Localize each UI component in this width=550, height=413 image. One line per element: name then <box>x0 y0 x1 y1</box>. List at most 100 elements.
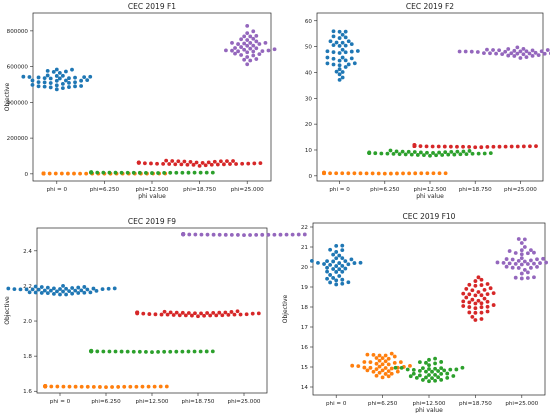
data-point <box>49 384 54 389</box>
data-point <box>346 262 351 267</box>
data-point <box>529 265 533 270</box>
data-point <box>364 171 369 176</box>
data-point <box>196 314 200 319</box>
x-tick-label: phi=25.000 <box>231 187 264 193</box>
y-tick-label: 10 <box>305 148 313 154</box>
data-point <box>42 288 47 293</box>
data-point <box>211 232 216 237</box>
data-point <box>491 303 496 307</box>
data-point <box>455 149 460 154</box>
data-point <box>70 286 75 290</box>
data-point <box>72 171 76 176</box>
data-point <box>215 162 220 167</box>
data-point <box>272 232 277 237</box>
data-point <box>210 349 215 354</box>
data-point <box>530 48 535 53</box>
data-point <box>246 161 251 166</box>
data-point <box>224 48 228 53</box>
data-point <box>541 256 545 261</box>
data-point <box>231 159 235 163</box>
x-tick-label: phi=12.500 <box>413 401 446 407</box>
data-point <box>57 70 62 75</box>
data-point <box>458 152 463 157</box>
data-point <box>193 232 198 237</box>
data-point <box>248 34 253 39</box>
data-point <box>228 162 232 166</box>
data-point <box>448 144 453 149</box>
y-tick-label: 16 <box>301 345 309 351</box>
data-point <box>173 162 178 167</box>
data-point <box>436 369 441 373</box>
data-point <box>125 349 130 354</box>
data-point <box>251 53 256 58</box>
data-point <box>525 262 530 266</box>
data-point <box>380 375 385 380</box>
data-point <box>340 243 345 248</box>
data-point <box>104 385 108 390</box>
data-point <box>418 144 423 149</box>
data-point <box>334 264 339 268</box>
data-point <box>248 41 253 45</box>
x-tick-label: phi=25.000 <box>505 401 538 407</box>
data-point <box>302 232 307 237</box>
data-point <box>73 75 77 80</box>
data-point <box>208 313 213 318</box>
data-point <box>501 260 506 265</box>
data-point <box>340 269 345 274</box>
data-point <box>101 170 106 175</box>
data-point <box>331 43 336 48</box>
data-point <box>48 76 53 81</box>
data-point <box>545 48 550 52</box>
data-point <box>506 47 511 51</box>
data-point <box>370 171 375 176</box>
data-point <box>430 144 435 149</box>
data-point <box>473 293 478 298</box>
data-point <box>147 312 152 316</box>
data-point <box>260 232 265 237</box>
data-point <box>21 74 26 79</box>
data-point <box>509 51 514 56</box>
data-point <box>210 170 215 175</box>
y-tick-label: 17 <box>301 325 309 331</box>
data-point <box>18 287 23 292</box>
data-point <box>59 171 64 176</box>
chart-title: CEC 2019 F1 <box>128 2 176 11</box>
data-point <box>488 51 492 56</box>
data-point <box>180 170 185 175</box>
data-point <box>162 170 167 175</box>
data-point <box>446 152 451 157</box>
data-point <box>331 56 336 61</box>
data-point <box>67 76 71 81</box>
data-point <box>218 159 223 164</box>
data-point <box>258 161 263 166</box>
data-point <box>144 170 148 175</box>
data-point <box>266 48 271 53</box>
y-tick-label: 600000 <box>7 65 29 71</box>
data-point <box>223 232 228 237</box>
data-point <box>485 309 490 314</box>
data-point <box>374 356 379 360</box>
data-point <box>168 170 173 175</box>
data-point <box>392 360 397 365</box>
data-point <box>61 384 66 389</box>
data-point <box>331 276 336 280</box>
data-point <box>461 144 465 149</box>
data-point <box>54 83 59 88</box>
data-point <box>389 366 394 371</box>
data-point <box>64 286 68 291</box>
data-point <box>89 170 94 175</box>
data-point <box>400 149 405 154</box>
data-point <box>470 314 475 319</box>
data-point <box>385 151 390 156</box>
data-point <box>427 367 431 371</box>
data-point <box>463 49 468 54</box>
data-point <box>442 368 447 373</box>
y-tick-label: 2.4 <box>23 249 32 255</box>
data-point <box>101 349 106 354</box>
data-point <box>407 171 412 176</box>
data-point <box>346 39 351 44</box>
data-point <box>171 313 176 317</box>
data-point <box>414 376 419 380</box>
data-point <box>60 86 65 91</box>
data-point <box>467 300 472 305</box>
